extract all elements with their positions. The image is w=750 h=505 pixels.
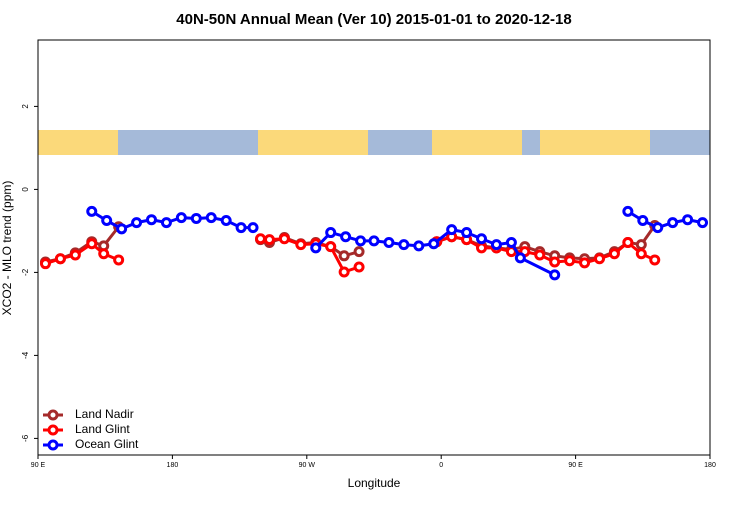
legend-label: Land Glint [75, 422, 130, 436]
data-point [428, 238, 440, 250]
data-point [461, 227, 473, 239]
data-point [652, 222, 664, 234]
y-tick-label: 2 [21, 104, 30, 109]
data-point [175, 212, 187, 224]
series-line [436, 235, 656, 265]
data-point [355, 235, 367, 247]
data-point [353, 261, 365, 273]
data-point [39, 258, 51, 270]
data-point [101, 215, 113, 227]
data-point [263, 234, 275, 246]
plot-frame [37, 39, 711, 456]
data-point [353, 246, 365, 258]
x-tick-label: 90 W [299, 462, 316, 469]
map-strip [38, 130, 710, 155]
data-point [667, 217, 679, 229]
legend-label: Ocean Glint [75, 437, 139, 451]
data-point [131, 217, 143, 229]
data-point [190, 212, 202, 224]
data-point [69, 249, 81, 261]
series [39, 231, 661, 278]
data-point [368, 235, 380, 247]
data-point [622, 205, 634, 217]
data-point [549, 269, 561, 281]
data-point [413, 240, 425, 252]
series-line [314, 228, 556, 277]
data-point [295, 239, 307, 251]
y-tick-label: -6 [21, 434, 30, 442]
data-point [160, 217, 172, 229]
y-tick-label: -4 [21, 351, 30, 359]
data-point [446, 224, 458, 236]
legend-label: Land Nadir [75, 407, 134, 421]
data-point [649, 254, 661, 266]
data-point [635, 239, 647, 251]
data-point [338, 250, 350, 262]
data-point [549, 256, 561, 268]
x-tick-label: 0 [439, 462, 443, 469]
data-point [637, 215, 649, 227]
data-point [490, 239, 502, 251]
legend-marker [47, 424, 59, 436]
data-point [220, 215, 232, 227]
legend-marker [47, 409, 59, 421]
data-point [534, 249, 546, 261]
data-point [340, 231, 352, 243]
data-point [54, 253, 66, 265]
data-point [608, 248, 620, 260]
x-tick-label: 90 E [31, 462, 46, 469]
data-point [697, 217, 709, 229]
data-point [579, 257, 591, 269]
x-tick-label: 90 E [568, 462, 583, 469]
data-point [593, 253, 605, 265]
data-point [325, 241, 337, 253]
data-point [476, 233, 488, 245]
data-point [145, 214, 157, 226]
data-point [278, 233, 290, 245]
data-point [255, 233, 267, 245]
x-tick-label: 180 [167, 462, 179, 469]
data-point [98, 248, 110, 260]
data-point [682, 214, 694, 226]
data-point [564, 255, 576, 267]
data-point [398, 239, 410, 251]
data-point [635, 248, 647, 260]
data-point [86, 205, 98, 217]
x-axis-label: Longitude [348, 476, 401, 490]
data-point [205, 212, 217, 224]
chart-title: 40N-50N Annual Mean (Ver 10) 2015-01-01 … [176, 11, 571, 28]
data-point [338, 266, 350, 278]
data-point [514, 252, 526, 264]
data-point [622, 237, 634, 249]
data-point [325, 227, 337, 239]
data-point [383, 237, 395, 249]
data-point [86, 238, 98, 250]
data-point [235, 222, 247, 234]
data-point [247, 222, 259, 234]
data-point [310, 242, 322, 254]
data-point [113, 254, 125, 266]
y-tick-label: 0 [21, 187, 30, 192]
legend-marker [47, 439, 59, 451]
y-axis-label: XCO2 - MLO trend (ppm) [0, 181, 14, 316]
data-point [505, 237, 517, 249]
x-tick-label: 180 [704, 462, 716, 469]
data-point [476, 242, 488, 254]
y-tick-label: -2 [21, 268, 30, 276]
series [86, 205, 709, 281]
data-point [116, 223, 128, 235]
